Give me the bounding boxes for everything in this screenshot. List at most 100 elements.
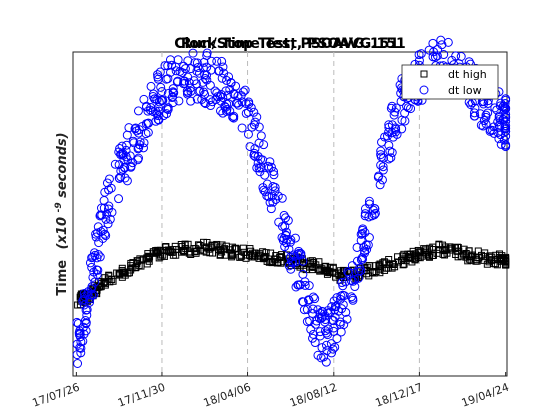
data-point: [229, 113, 239, 123]
data-point: [180, 248, 188, 256]
data-point: [93, 265, 103, 275]
data-point: [259, 140, 269, 150]
data-point: [391, 263, 399, 271]
data-point: [202, 244, 210, 252]
data-point: [348, 295, 358, 305]
data-point: [357, 253, 367, 263]
data-point: [338, 281, 348, 291]
data-point: [265, 157, 275, 167]
data-point: [185, 83, 195, 93]
data-point: [259, 248, 267, 256]
y-axis-label: Time (x10 -9 seconds): [54, 132, 70, 295]
data-point: [407, 254, 415, 262]
data-point: [350, 282, 360, 292]
data-point: [499, 135, 509, 145]
data-point: [392, 129, 402, 139]
data-point: [128, 158, 138, 168]
data-point: [231, 98, 241, 108]
data-point: [231, 81, 241, 91]
data-point: [285, 237, 295, 247]
data-point: [332, 273, 340, 281]
data-point: [277, 232, 287, 242]
data-point: [168, 98, 178, 108]
ylabel-unit-tail: seconds): [55, 132, 70, 197]
legend-box: [401, 64, 499, 100]
data-point: [487, 256, 495, 264]
data-point: [226, 78, 236, 88]
plot-area: [72, 51, 508, 377]
data-point: [386, 153, 396, 163]
data-point: [378, 165, 388, 175]
data-point: [136, 255, 144, 263]
data-point: [171, 66, 181, 76]
data-point: [387, 148, 397, 158]
data-point: [376, 269, 384, 277]
data-point: [384, 140, 394, 150]
data-point: [255, 167, 265, 177]
data-point: [360, 204, 370, 214]
data-point: [394, 253, 402, 261]
data-point: [397, 124, 407, 134]
data-point: [120, 173, 130, 183]
data-point: [125, 269, 133, 277]
data-point: [243, 129, 253, 139]
data-point: [391, 103, 401, 113]
data-point: [94, 238, 104, 248]
data-point: [350, 275, 360, 285]
data-point: [245, 142, 255, 152]
data-point: [338, 290, 348, 300]
data-point: [327, 348, 337, 358]
data-point: [160, 252, 168, 260]
data-point: [467, 252, 475, 260]
data-point: [110, 159, 120, 169]
data-point: [279, 233, 289, 243]
data-point: [264, 163, 274, 173]
x-tick-label: 18/08/12: [288, 381, 339, 410]
data-point: [249, 107, 259, 117]
data-point: [212, 56, 222, 66]
data-point: [256, 154, 266, 164]
chart-title-1: Run/Stop Test, PSOAVG.151: [181, 36, 399, 52]
data-point: [160, 61, 170, 71]
data-point: [221, 106, 231, 116]
data-point: [502, 257, 510, 265]
data-point: [100, 229, 110, 239]
data-point: [122, 130, 132, 140]
data-point: [101, 214, 111, 224]
data-point: [163, 105, 173, 115]
data-point: [295, 280, 305, 290]
x-tick-label: 18/12/17: [374, 381, 425, 410]
data-point: [374, 171, 384, 181]
data-point: [252, 112, 262, 122]
data-point: [123, 155, 133, 165]
data-point: [184, 78, 194, 88]
data-point: [106, 183, 116, 193]
data-point: [105, 272, 113, 280]
data-point: [381, 266, 389, 274]
data-point: [303, 295, 313, 305]
data-point: [200, 73, 210, 83]
data-point: [315, 258, 323, 266]
data-point: [501, 109, 511, 119]
data-point: [120, 269, 128, 277]
data-point: [133, 144, 143, 154]
data-point: [268, 197, 278, 207]
data-point: [501, 126, 511, 136]
ylabel-unit: (x10: [55, 217, 70, 249]
data-point: [332, 334, 342, 344]
data-point: [116, 172, 126, 182]
data-point: [391, 127, 401, 137]
data-point: [216, 251, 224, 259]
data-point: [153, 70, 163, 80]
data-point: [99, 203, 109, 213]
data-point: [76, 348, 86, 358]
data-point: [72, 317, 82, 327]
data-point: [317, 343, 327, 353]
data-point: [247, 122, 257, 132]
data-point: [232, 244, 240, 252]
data-point: [145, 105, 155, 115]
data-point: [151, 106, 161, 116]
data-point: [489, 128, 499, 138]
data-point: [156, 82, 166, 92]
